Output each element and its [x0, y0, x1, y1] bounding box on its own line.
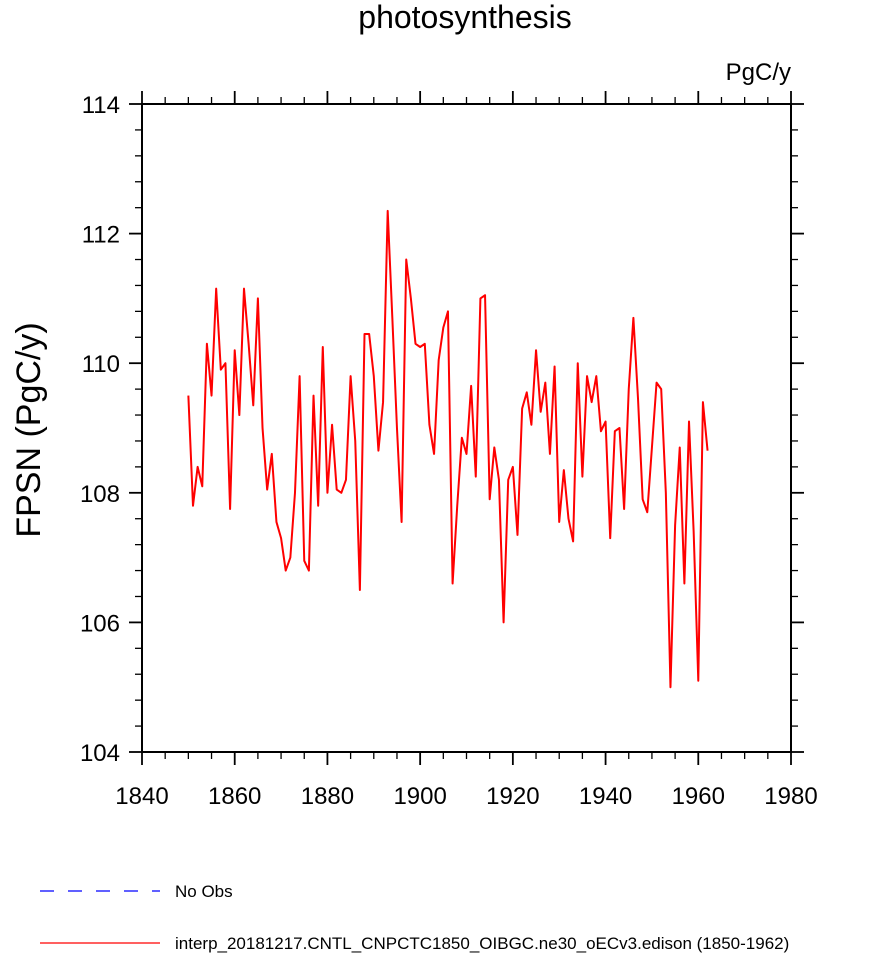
x-tick-label: 1940	[579, 783, 632, 810]
legend-label-no-obs: No Obs	[175, 882, 233, 901]
plot-lines	[187, 209, 709, 689]
x-tick-label: 1860	[208, 783, 261, 810]
legend: No Obs interp_20181217.CNTL_CNPCTC1850_O…	[40, 882, 789, 953]
tick-labels: 1840 1860 1880 1900 1920 1940 1960 1980 104 106 10…	[80, 92, 818, 810]
chart-title: photosynthesis	[358, 0, 571, 35]
x-tick-label: 1900	[393, 783, 446, 810]
y-tick-label: 114	[82, 92, 120, 119]
y-tick-label: 108	[80, 481, 120, 508]
legend-label-model: interp_20181217.CNTL_CNPCTC1850_OIBGC.ne…	[175, 934, 789, 953]
units-label: PgC/y	[726, 59, 791, 86]
x-tick-label: 1920	[486, 783, 539, 810]
y-tick-label: 112	[82, 222, 120, 249]
y-tick-label: 104	[80, 740, 120, 767]
series-line	[187, 209, 709, 689]
x-tick-label: 1880	[301, 783, 354, 810]
plot-frame	[141, 103, 792, 753]
x-tick-label: 1960	[672, 783, 725, 810]
axis-ticks	[129, 91, 804, 765]
y-tick-label: 110	[82, 351, 120, 378]
y-tick-label: 106	[80, 610, 120, 637]
x-tick-label: 1840	[115, 783, 168, 810]
x-tick-label: 1980	[764, 783, 817, 810]
y-axis-label: FPSN (PgC/y)	[10, 322, 48, 537]
